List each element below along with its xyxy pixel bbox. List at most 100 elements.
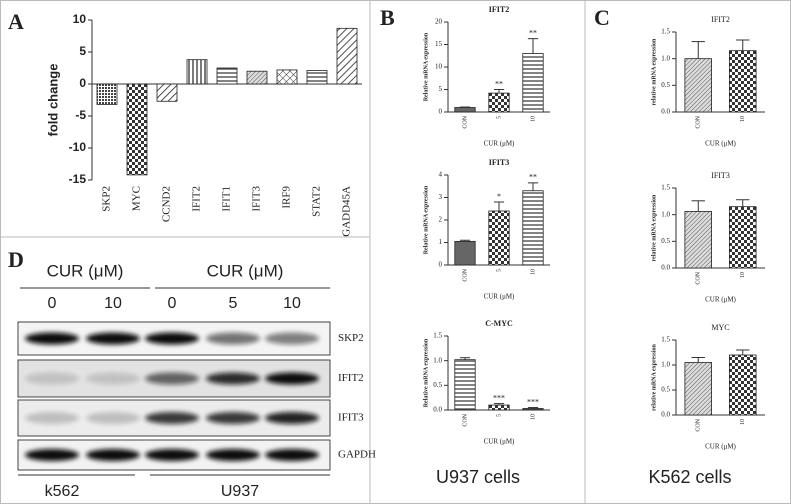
y-tick-label: 4 xyxy=(439,171,443,179)
y-tick-label: 1.0 xyxy=(661,210,670,218)
bar xyxy=(454,107,476,113)
y-tick-label: 0.5 xyxy=(661,237,670,245)
band xyxy=(265,372,319,385)
band xyxy=(265,449,319,461)
band xyxy=(25,412,79,424)
y-tick-label: 0 xyxy=(79,76,86,90)
bar xyxy=(336,27,358,85)
significance: ** xyxy=(529,173,537,182)
y-tick-label: 1.0 xyxy=(661,54,670,62)
chart-title: IFIT2 xyxy=(711,15,730,24)
chart-title: MYC xyxy=(711,323,729,332)
x-tick-label: IFIT1 xyxy=(221,186,233,212)
x-axis-label: CUR (μM) xyxy=(484,140,515,148)
y-tick-label: 1.5 xyxy=(661,28,670,36)
y-tick-label: 1.5 xyxy=(433,332,442,340)
y-axis-label: Relative mRNA expression xyxy=(423,32,429,101)
y-axis-label: relative mRNA expression xyxy=(651,38,657,105)
band xyxy=(86,412,140,424)
bar xyxy=(246,70,268,85)
lane-label: 0 xyxy=(168,295,177,312)
x-tick-label: 10 xyxy=(530,116,536,122)
panel-label: A xyxy=(8,9,24,34)
y-tick-label: 0 xyxy=(439,261,443,269)
bar xyxy=(96,83,118,105)
x-tick-label: 5 xyxy=(496,414,502,417)
y-tick-label: 0.0 xyxy=(661,264,670,272)
y-tick-label: 1.5 xyxy=(661,336,670,344)
significance: * xyxy=(497,192,501,201)
bar xyxy=(276,69,298,85)
bar xyxy=(488,210,510,266)
y-tick-label: -5 xyxy=(75,108,86,122)
x-axis-label: CUR (μM) xyxy=(705,296,736,304)
y-tick-label: 1.0 xyxy=(661,361,670,369)
x-tick-label: 10 xyxy=(740,419,746,425)
x-tick-label: SKP2 xyxy=(101,186,113,212)
y-tick-label: 0.0 xyxy=(433,406,442,414)
bar xyxy=(684,362,713,416)
x-tick-label: 10 xyxy=(740,116,746,122)
chart-title: IFIT3 xyxy=(489,158,509,167)
x-tick-label: IFIT2 xyxy=(191,186,203,212)
footer: U937 cells xyxy=(436,467,520,487)
bar xyxy=(522,408,544,411)
x-tick-label: 10 xyxy=(530,414,536,420)
x-tick-label: CON xyxy=(462,268,468,281)
x-tick-label: IFIT3 xyxy=(251,186,263,212)
y-tick-label: 0.5 xyxy=(661,81,670,89)
bar xyxy=(186,59,208,85)
y-tick-label: 20 xyxy=(435,18,443,26)
bar xyxy=(684,58,713,113)
y-tick-label: 0.0 xyxy=(661,108,670,116)
bar xyxy=(684,211,713,269)
blot-header: CUR (μM) xyxy=(207,261,284,280)
band xyxy=(25,332,79,345)
band xyxy=(145,449,199,461)
bar xyxy=(729,354,757,416)
y-axis-label: relative mRNA expression xyxy=(651,194,657,261)
bar xyxy=(729,206,757,269)
bar xyxy=(126,83,148,176)
y-axis-label: fold change xyxy=(45,64,60,137)
x-tick-label: CCND2 xyxy=(161,186,173,222)
x-tick-label: IRF9 xyxy=(281,186,293,209)
y-tick-label: 1.5 xyxy=(661,184,670,192)
panel-label: C xyxy=(594,5,610,30)
y-tick-label: -10 xyxy=(69,140,87,154)
bar xyxy=(454,359,476,411)
x-tick-label: CON xyxy=(696,418,702,431)
x-tick-label: MYC xyxy=(131,186,143,211)
band xyxy=(265,412,319,424)
band xyxy=(145,372,199,385)
lane-label: 10 xyxy=(104,295,122,312)
band xyxy=(206,372,260,385)
x-axis-label: CUR (μM) xyxy=(705,140,736,148)
band xyxy=(25,372,79,385)
y-axis-label: Relative mRNA expression xyxy=(423,338,429,407)
band xyxy=(25,449,79,461)
significance: *** xyxy=(527,397,539,406)
lane-label: 5 xyxy=(229,295,238,312)
blot-header: CUR (μM) xyxy=(47,261,124,280)
x-tick-label: 10 xyxy=(530,269,536,275)
row-label: SKP2 xyxy=(338,332,364,344)
x-tick-label: CON xyxy=(462,413,468,426)
bar xyxy=(156,83,178,102)
bar xyxy=(488,404,510,411)
bar xyxy=(488,92,510,113)
footer: K562 cells xyxy=(648,467,731,487)
y-axis-label: relative mRNA expression xyxy=(651,343,657,410)
y-tick-label: 0 xyxy=(439,108,443,116)
bar xyxy=(306,70,328,85)
x-tick-label: 5 xyxy=(496,116,502,119)
lane-label: 10 xyxy=(283,295,301,312)
y-tick-label: 5 xyxy=(439,85,443,93)
y-tick-label: 0.0 xyxy=(661,411,670,419)
band xyxy=(86,372,140,385)
bar xyxy=(216,67,238,85)
group-label: k562 xyxy=(45,483,80,500)
y-tick-label: 1.0 xyxy=(433,356,442,364)
y-tick-label: 3 xyxy=(439,193,443,201)
x-tick-label: CON xyxy=(696,271,702,284)
